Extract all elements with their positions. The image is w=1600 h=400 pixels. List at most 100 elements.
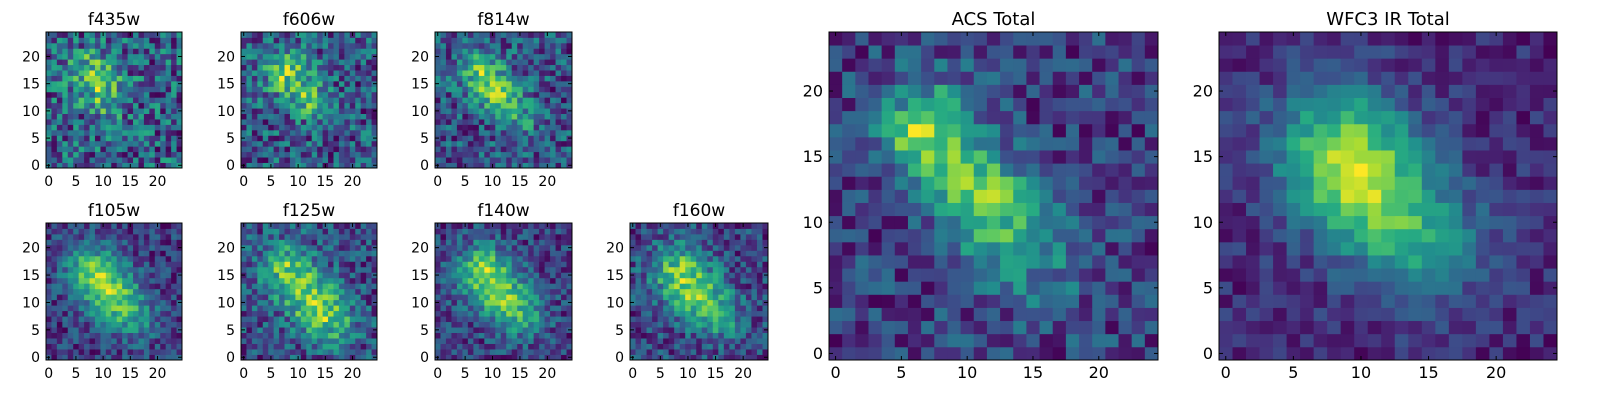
heatmap-cell (311, 261, 318, 268)
heatmap-cell (122, 119, 128, 125)
heatmap-cell (555, 157, 562, 163)
heatmap-cell (539, 266, 545, 273)
heatmap-cell (868, 176, 883, 190)
heatmap-cell (349, 48, 356, 55)
heatmap-cell (544, 332, 551, 339)
heatmap-cell (349, 53, 356, 60)
heatmap-cell (550, 32, 556, 38)
heatmap-cell (462, 349, 469, 355)
heatmap-cell (78, 261, 85, 268)
heatmap-cell (960, 150, 975, 164)
heatmap-cell (328, 283, 334, 290)
heatmap-cell (165, 119, 172, 125)
heatmap-cell (561, 135, 567, 142)
heatmap-cell (456, 146, 463, 153)
heatmap-cell (539, 299, 545, 306)
heatmap-cell (723, 343, 730, 350)
heatmap-cell (127, 349, 134, 355)
heatmap-cell (160, 70, 167, 76)
x-tick-label: 10 (94, 174, 112, 190)
heatmap-cell (511, 108, 518, 114)
heatmap-cell (435, 228, 441, 235)
heatmap-cell (154, 102, 161, 109)
heatmap-cell (100, 272, 107, 279)
heatmap-cell (89, 343, 96, 350)
heatmap-cell (712, 266, 719, 273)
heatmap-cell (311, 42, 318, 49)
heatmap-cell (462, 233, 469, 240)
y-tick-label: 15 (217, 268, 235, 284)
heatmap-cell (360, 338, 367, 344)
heatmap-cell (506, 42, 513, 49)
heatmap-cell (62, 299, 69, 306)
heatmap-cell (273, 80, 280, 87)
heatmap-cell (679, 316, 686, 323)
heatmap-cell (921, 333, 935, 348)
heatmap-cell (360, 119, 367, 125)
heatmap-cell (440, 266, 447, 273)
heatmap-cell (473, 113, 480, 120)
heatmap-cell (366, 223, 372, 229)
heatmap-cell (78, 42, 85, 49)
heatmap-cell (960, 294, 975, 308)
heatmap-cell (973, 346, 988, 361)
heatmap-cell (539, 75, 545, 82)
heatmap-cell (435, 37, 441, 44)
heatmap-cell (116, 48, 123, 55)
heatmap-cell (306, 75, 313, 82)
heatmap-cell (122, 294, 128, 301)
heatmap-cell (1092, 202, 1106, 217)
heatmap-cell (868, 346, 883, 361)
heatmap-cell (257, 37, 264, 44)
heatmap-cell (550, 97, 556, 104)
heatmap-cell (842, 189, 856, 203)
heatmap-cell (729, 343, 736, 350)
heatmap-cell (273, 140, 280, 147)
heatmap-cell (133, 80, 139, 87)
heatmap-cell (176, 228, 183, 235)
heatmap-cell (322, 321, 329, 328)
heatmap-cell (133, 316, 139, 323)
heatmap-cell (729, 294, 736, 301)
heatmap-cell (366, 288, 372, 295)
heatmap-cell (445, 239, 452, 246)
heatmap-cell (279, 86, 285, 93)
heatmap-cell (322, 64, 329, 71)
heatmap-cell (322, 272, 329, 279)
heatmap-cell (685, 288, 692, 295)
heatmap-cell (440, 86, 447, 93)
heatmap-cell (641, 316, 647, 323)
heatmap-cell (751, 343, 758, 350)
heatmap-cell (67, 32, 74, 38)
y-tick-label: 15 (411, 77, 429, 93)
heatmap-cell (652, 223, 658, 229)
heatmap-cell (484, 305, 491, 312)
heatmap-cell (533, 157, 540, 163)
heatmap-cell (360, 146, 367, 153)
heatmap-cell (133, 310, 139, 317)
heatmap-cell (533, 64, 540, 71)
heatmap-cell (251, 349, 258, 355)
heatmap-cell (284, 266, 291, 273)
heatmap-cell (165, 108, 172, 114)
heatmap-cell (462, 102, 469, 109)
heatmap-cell (489, 277, 496, 284)
heatmap-cell (273, 349, 280, 355)
heatmap-cell (176, 59, 183, 66)
x-tick-label: 0 (628, 366, 637, 382)
panel-frame (434, 31, 573, 169)
heatmap-cell (707, 354, 714, 361)
heatmap-cell (685, 299, 692, 306)
heatmap-cell (729, 354, 736, 361)
heatmap-cell (528, 70, 535, 76)
heatmap-cell (729, 250, 736, 257)
heatmap-cell (451, 86, 458, 93)
heatmap-cell (462, 135, 469, 142)
heatmap-cell (517, 64, 524, 71)
panel-title: f814w (477, 10, 529, 30)
heatmap-cell (539, 70, 545, 76)
heatmap-cell (635, 266, 642, 273)
heatmap-cell (262, 283, 269, 290)
heatmap-cell (322, 75, 329, 82)
